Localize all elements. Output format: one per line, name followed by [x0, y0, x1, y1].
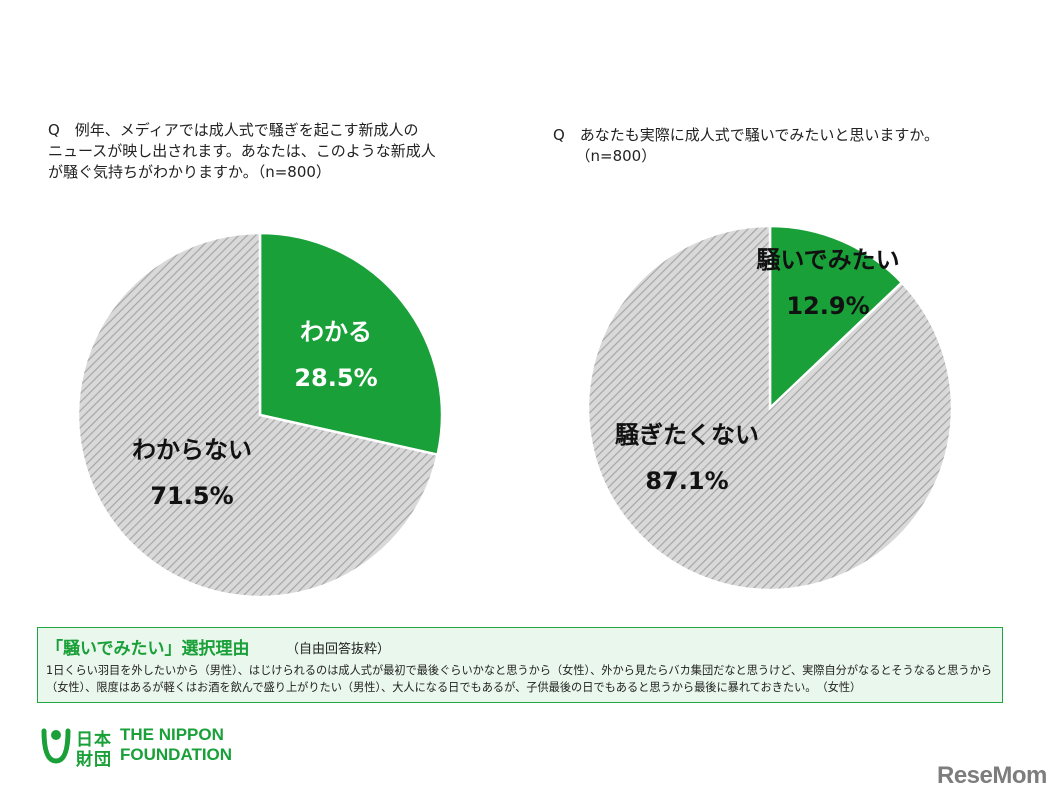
- pie-value-label: 87.1%: [645, 467, 728, 495]
- pie-slice-gray: [76, 231, 440, 599]
- pie-chart-understand: わかる 28.5% わからない 71.5%: [76, 231, 444, 599]
- pie-category-label: わかる: [300, 318, 372, 346]
- reasons-body: 1日くらい羽目を外したいから（男性）、はじけられるのは成人式が最初で最後ぐらいか…: [46, 664, 992, 694]
- pie-value-label: 12.9%: [786, 292, 869, 320]
- question-left: Q 例年、メディアでは成人式で騒ぎを起こす新成人の ニュースが映し出されます。あ…: [48, 121, 436, 181]
- logo-kanji-top: 日本: [76, 730, 112, 749]
- logo-english-bottom: FOUNDATION: [120, 745, 233, 764]
- pie-slice-green: [768, 224, 904, 411]
- reasons-title: 「騒いでみたい」選択理由: [46, 639, 250, 659]
- foundation-emblem-icon: [41, 728, 71, 764]
- pie-category-label: わからない: [132, 436, 252, 464]
- pie-slice-green: [258, 231, 444, 457]
- logo-english-top: THE NIPPON: [120, 725, 224, 744]
- nippon-foundation-logo: 日本 財団 THE NIPPON FOUNDATION: [40, 725, 240, 769]
- pie-category-label: 騒いでみたい: [756, 246, 899, 274]
- pie-category-label: 騒ぎたくない: [615, 421, 759, 449]
- logo-kanji-bottom: 財団: [76, 750, 112, 769]
- question-right: Q あなたも実際に成人式で騒いでみたいと思いますか。 （n=800）: [553, 126, 940, 165]
- resemom-watermark: ReseMom: [937, 762, 1047, 789]
- pie-value-label: 71.5%: [150, 482, 233, 510]
- reasons-box: 「騒いでみたい」選択理由 （自由回答抜粋） 1日くらい羽目を外したいから（男性）…: [37, 627, 1003, 703]
- reasons-subtitle: （自由回答抜粋）: [286, 642, 391, 657]
- pie-slice-gray: [586, 224, 954, 592]
- pie-value-label: 28.5%: [294, 364, 377, 392]
- pie-chart-want-to-party: 騒いでみたい 12.9% 騒ぎたくない 87.1%: [586, 224, 954, 592]
